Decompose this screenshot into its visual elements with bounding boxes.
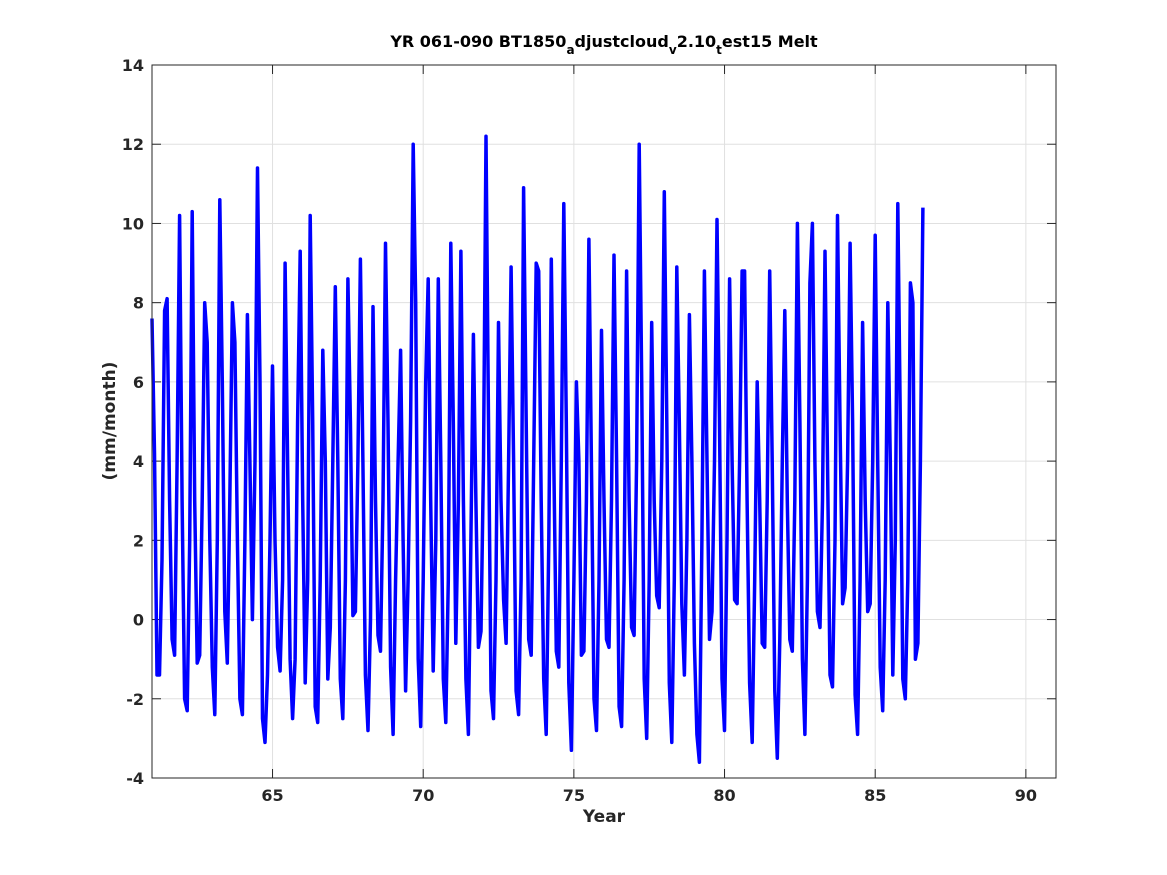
y-tick-label: 4: [133, 452, 144, 471]
plot-frame: [151, 64, 1057, 779]
x-tick-label: 70: [412, 786, 434, 805]
y-axis-label: (mm/month): [100, 362, 120, 481]
y-tick-label: 0: [133, 611, 144, 630]
x-tick-label: 75: [563, 786, 585, 805]
y-tick-label: 12: [122, 135, 144, 154]
y-tick-label: 2: [133, 531, 144, 550]
y-tick-label: 10: [122, 214, 144, 233]
y-tick-label: 8: [133, 294, 144, 313]
chart-title: YR 061-090 BT1850adjustcloudv2.10test15 …: [389, 32, 818, 57]
x-tick-labels: 65 70 75 80 85 90: [261, 786, 1037, 805]
x-tick-label: 65: [261, 786, 283, 805]
y-tick-label: -2: [126, 690, 144, 709]
x-axis-label: Year: [582, 807, 626, 827]
x-tick-label: 90: [1015, 786, 1037, 805]
x-tick-label: 85: [864, 786, 886, 805]
y-tick-label: -4: [126, 769, 144, 788]
x-tick-label: 80: [713, 786, 735, 805]
series-line-melt: [150, 134, 925, 764]
y-tick-labels: -4 -2 0 2 4 6 8 10 12 14: [122, 56, 144, 788]
y-tick-label: 14: [122, 56, 144, 75]
y-tick-label: 6: [133, 373, 144, 392]
